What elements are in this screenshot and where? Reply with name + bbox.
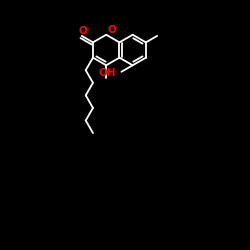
Text: O: O xyxy=(79,26,88,36)
Text: OH: OH xyxy=(99,68,116,78)
Text: O: O xyxy=(108,25,117,35)
